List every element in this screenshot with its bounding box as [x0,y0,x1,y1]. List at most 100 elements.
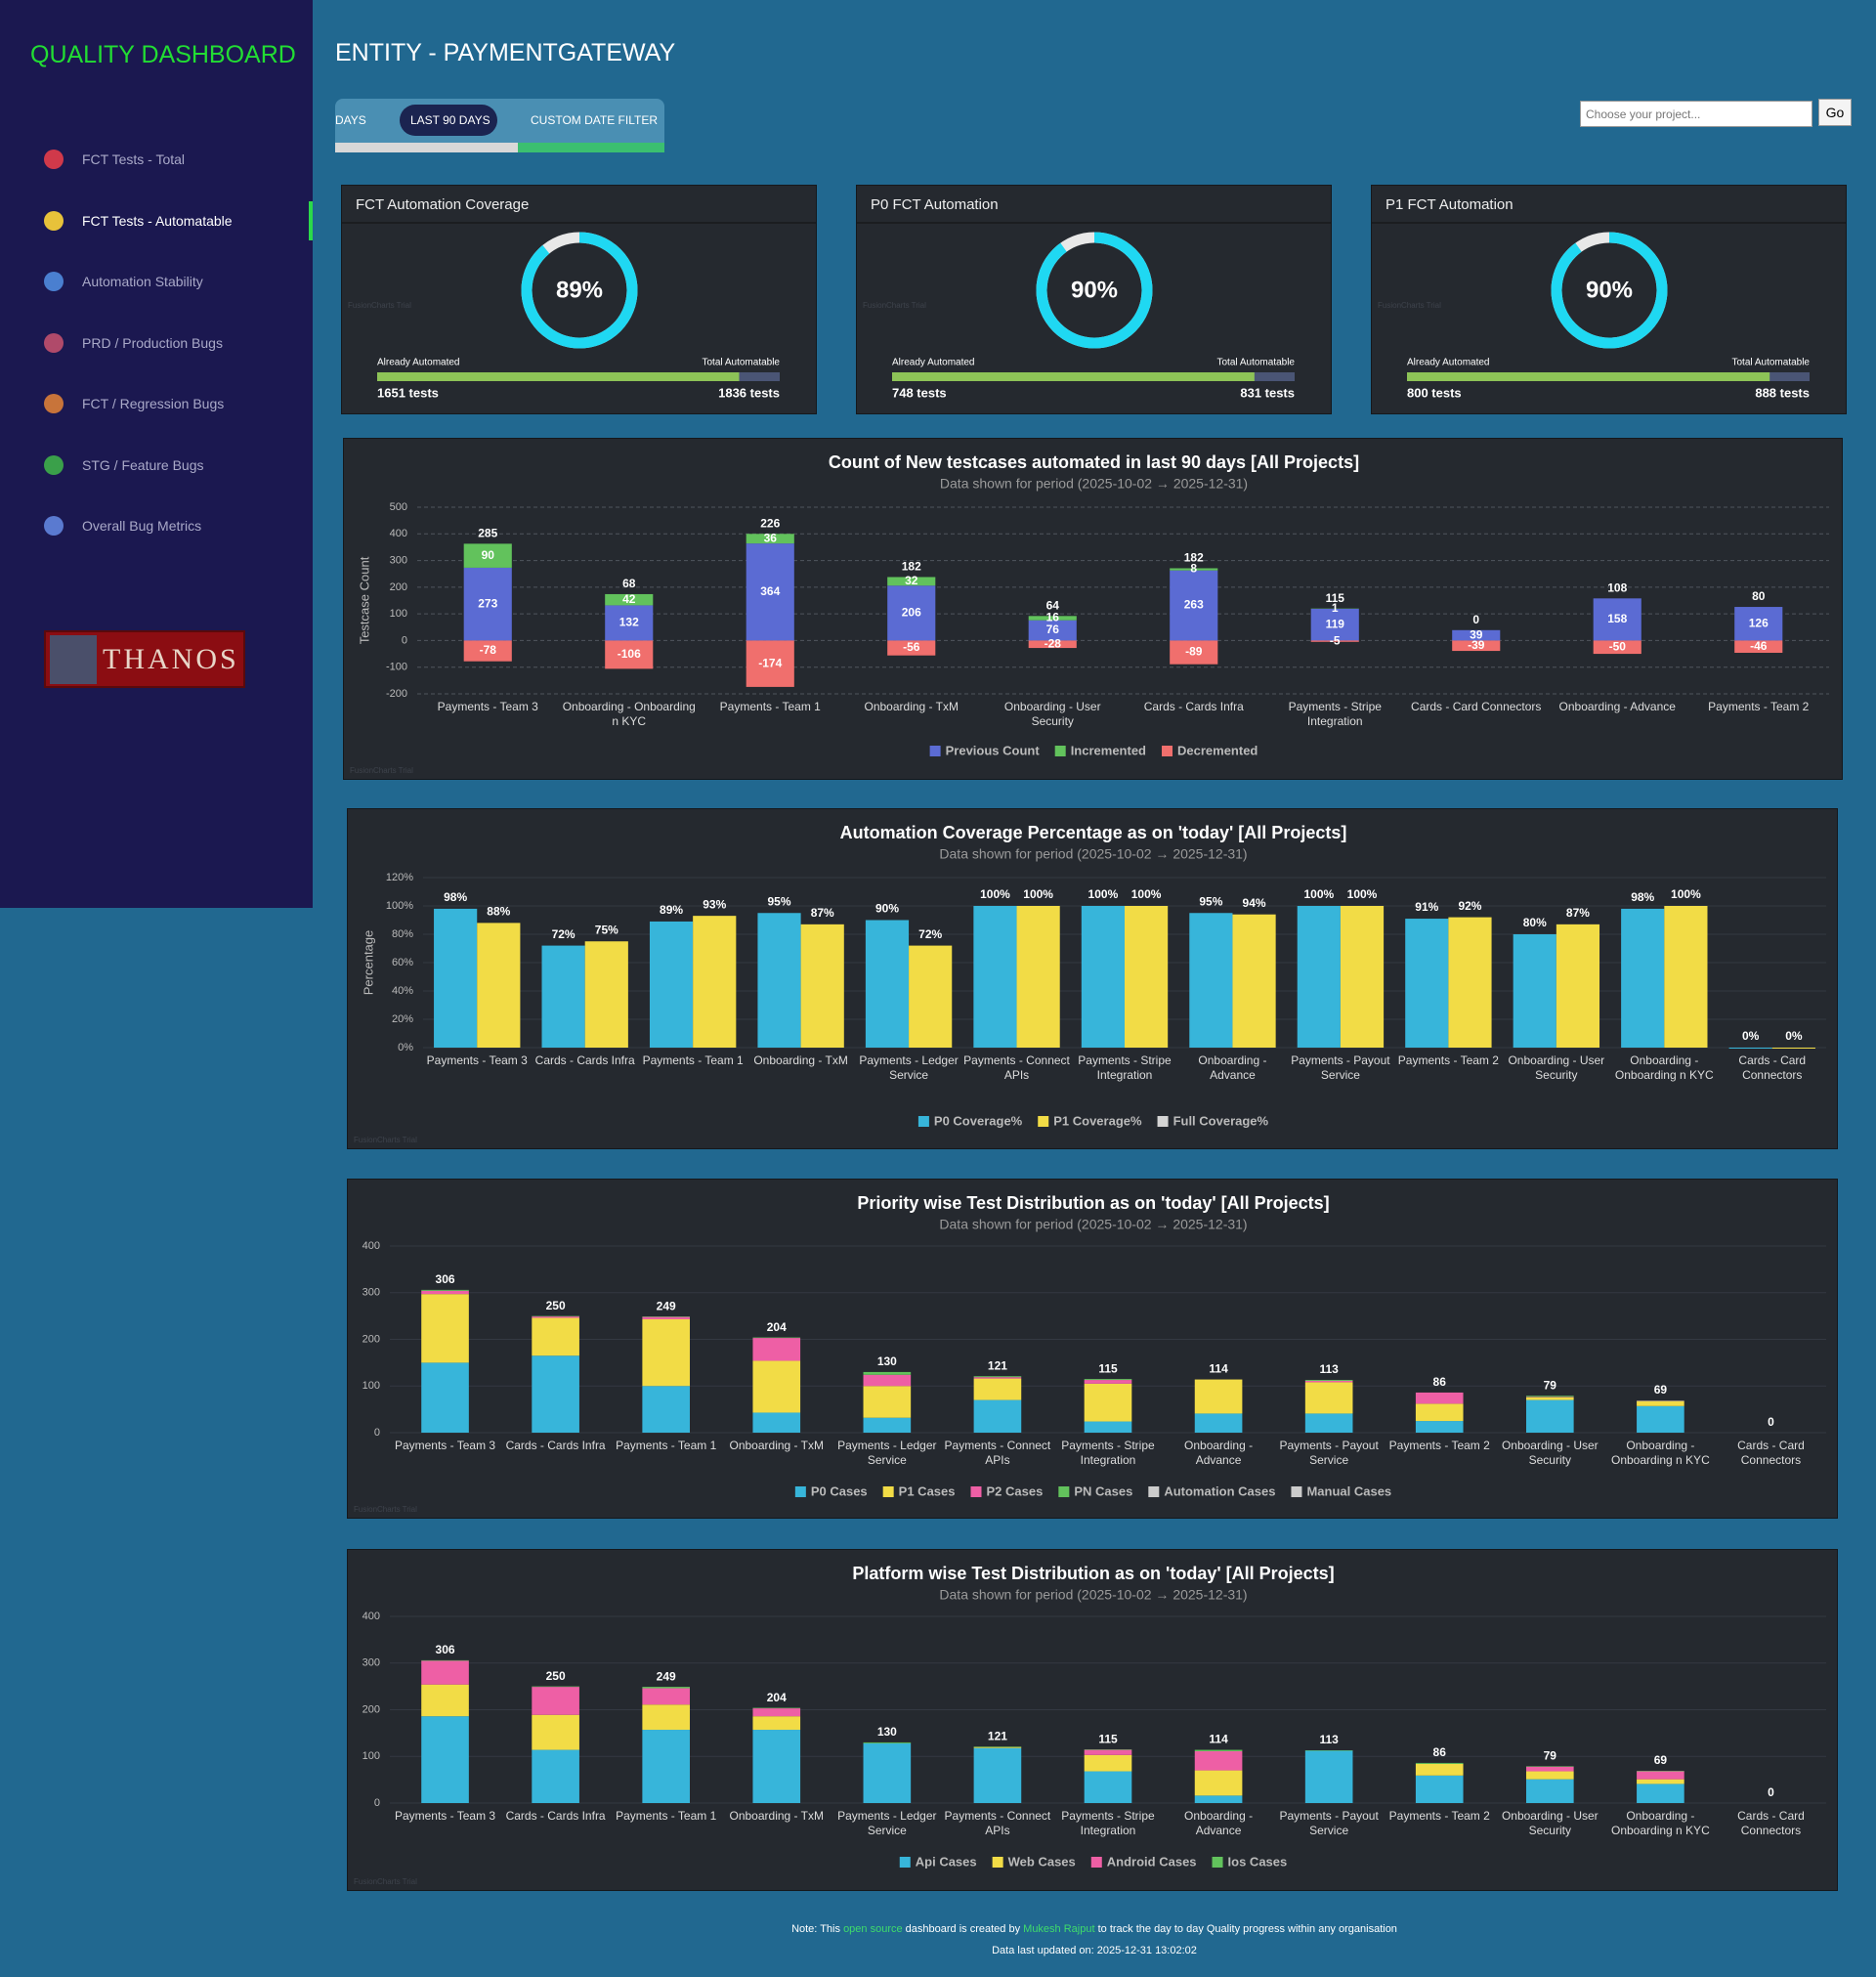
chart: Platform wise Test Distribution as on 't… [354,1564,1826,1886]
legend-swatch [882,1486,894,1497]
card-title: P1 FCT Automation [1386,196,1514,213]
tab-bar [335,99,664,143]
x-tick-label-box: Payments - Payout Service [1279,1439,1378,1467]
bar-segment [1194,1413,1243,1433]
footer-link[interactable]: Mukesh Rajput [1023,1923,1095,1935]
bar-segment [1028,640,1077,649]
x-tick-label-box: Payments - Team 2 [1708,700,1809,713]
bar [1016,906,1060,1048]
x-tick-label-box: Payments - Team 2 [1397,1053,1499,1067]
bar-segment [863,1417,912,1433]
x-tick-label-box: Payments - Team 3 [395,1809,495,1823]
segment-label: 158 [1607,612,1627,625]
bar-value: 831 tests [1240,385,1295,400]
segment-label: 119 [1326,617,1345,630]
nav-item[interactable]: PRD / Production Bugs [0,323,313,363]
project-input[interactable]: Choose your project... [1580,101,1812,127]
x-tick-label-box: Onboarding - User Security [1508,1053,1604,1082]
nav-item[interactable]: FCT / Regression Bugs [0,384,313,423]
bar-segment [746,534,794,544]
segment-label: 76 [1046,623,1060,636]
bar-segment [863,1386,912,1418]
bar-value: 1836 tests [718,385,780,400]
gauge-arc [1551,232,1668,349]
y-tick-label: 100% [386,900,413,912]
nav-item[interactable]: Overall Bug Metrics [0,506,313,545]
footer-text: dashboard is created by [905,1923,1021,1935]
x-tick-label: Onboarding - Onboarding n KYC [1614,1053,1714,1082]
footer-link[interactable]: open source [843,1923,903,1935]
y-tick-label: 0 [402,634,407,646]
x-tick-label-box: Onboarding - Advance [1198,1053,1266,1082]
total-label: 114 [1209,1362,1228,1376]
bar-segment [746,640,794,687]
bar-segment [1593,640,1642,655]
bar-segment [1415,1775,1464,1803]
x-tick-label: Onboarding - TxM [729,1809,825,1823]
tab[interactable]: CUSTOM DATE FILTER [531,113,659,127]
tab[interactable]: LAST 90 DAYS [410,113,490,127]
segment-label: 263 [1184,598,1204,612]
legend-swatch [1038,1116,1049,1127]
nav-item[interactable]: FCT Tests - Automatable [0,201,313,240]
bar [1513,934,1556,1048]
x-tick-label: Onboarding - TxM [864,700,959,713]
y-tick-label: 0% [398,1042,413,1053]
x-tick-label-box: Cards - Cards Infra [535,1053,635,1067]
segment-label: 36 [764,531,778,544]
segment-label: 126 [1749,616,1769,629]
segment-label: -106 [618,647,641,661]
value-label: 88% [487,905,510,919]
total-label: 86 [1433,1745,1447,1759]
y-tick-label: 120% [386,872,413,883]
bar-segment [1452,629,1501,641]
value-label: 72% [552,927,576,941]
total-label: 113 [1319,1733,1339,1746]
legend-swatch [1162,746,1173,756]
bar-segment [532,1355,579,1433]
chart-panel: Priority wise Test Distribution as on 't… [347,1179,1838,1519]
segment-label: 90 [482,548,495,562]
nav-item[interactable]: STG / Feature Bugs [0,446,313,485]
bar-segment [973,1378,1022,1400]
progress-fill [377,372,740,381]
y-axis-title: Percentage [361,930,375,996]
bar-segment [463,543,512,568]
total-label: 113 [1319,1362,1339,1376]
x-tick-label-box: Payments - Stripe Integration [1078,1053,1171,1082]
x-tick-label-box: Onboarding - TxM [753,1053,848,1067]
nav-item[interactable]: Automation Stability [0,262,313,301]
chart-title: Platform wise Test Distribution as on 't… [852,1564,1334,1583]
bar-segment [1084,1771,1132,1803]
bar-segment [642,1318,691,1387]
bar-segment [863,1741,912,1743]
bar-segment [863,1371,912,1375]
segment-label: 39 [1470,627,1483,641]
x-tick-label-box: Onboarding - User Security [1502,1439,1599,1467]
x-tick-label-box: Onboarding - Advance [1184,1809,1253,1837]
bar [1232,914,1276,1048]
legend-label: Api Cases [916,1854,977,1869]
bar-segment [1452,640,1501,652]
bar-segment [1170,570,1218,641]
bar-segment [752,1708,801,1717]
bar-segment [1525,1397,1574,1400]
tab[interactable]: DAYS [335,113,366,127]
footer-text: Note: This [791,1923,840,1935]
x-tick-label: Payments - Ledger Service [837,1809,937,1837]
x-tick-label: Payments - Team 2 [1397,1053,1499,1067]
legend-label: Web Cases [1008,1854,1076,1869]
x-tick-label-box: Cards - Cards Infra [506,1439,606,1452]
segment-label: -5 [1330,633,1341,647]
go-button[interactable]: Go [1818,99,1852,126]
nav-item[interactable]: FCT Tests - Total [0,140,313,179]
bar-segment [1084,1749,1132,1755]
value-label: 100% [1088,887,1119,901]
bar-segment [1084,1379,1132,1381]
bar-segment [973,1746,1022,1748]
watermark: FusionCharts Trial [1378,301,1441,310]
y-tick-label: 0 [374,1797,380,1809]
segment-label: -174 [758,656,782,669]
watermark: FusionCharts Trial [863,301,926,310]
y-tick-label: 100 [390,608,407,620]
